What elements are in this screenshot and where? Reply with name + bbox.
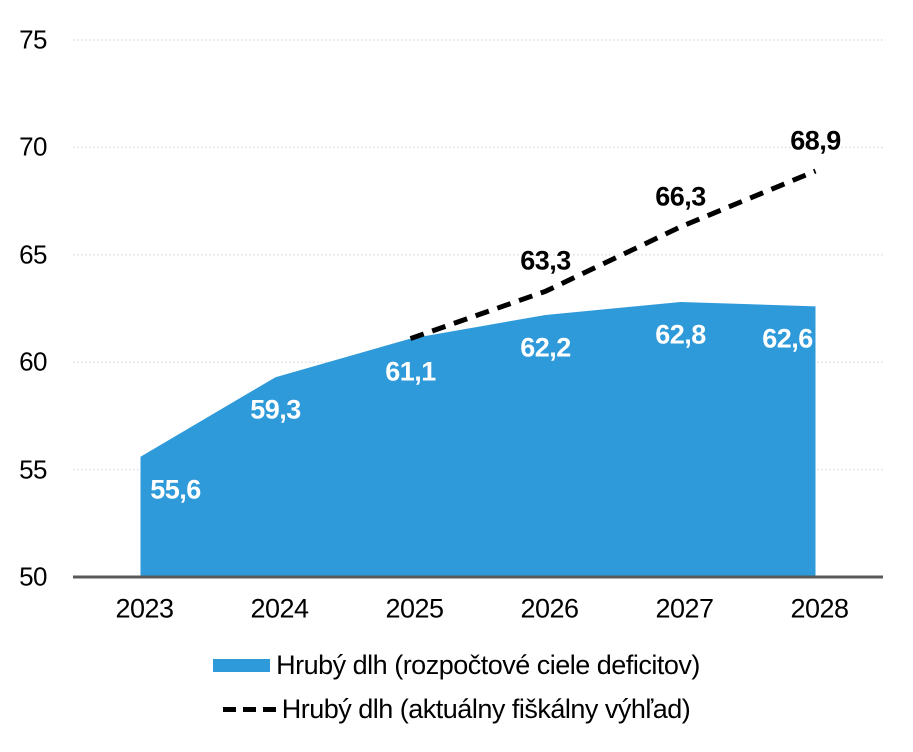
dashed-line-series — [409, 168, 817, 341]
legend-item-dashed: Hrubý dlh (aktuálny fiškálny výhľad) — [222, 694, 691, 725]
chart-legend: Hrubý dlh (rozpočtové ciele deficitov) H… — [0, 650, 913, 725]
legend-label-area: Hrubý dlh (rozpočtové ciele deficitov) — [276, 650, 700, 680]
dash-segment — [242, 707, 256, 712]
legend-label-dashed: Hrubý dlh (aktuálny fiškálny výhľad) — [281, 694, 691, 724]
legend-item-area: Hrubý dlh (rozpočtové ciele deficitov) — [213, 650, 700, 681]
area-series — [140, 302, 816, 577]
dash-segment — [222, 707, 236, 712]
area-swatch-icon — [213, 659, 271, 672]
dashed-line-swatch-icon — [222, 707, 276, 712]
dash-segment — [262, 707, 276, 712]
